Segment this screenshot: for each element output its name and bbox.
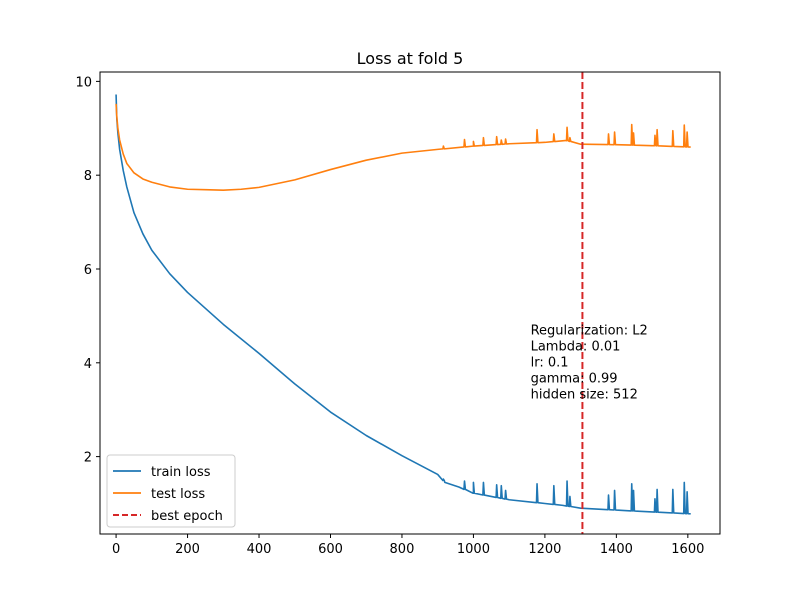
annotation-line: hidden size: 512 [531,388,638,403]
legend-label: train loss [151,465,211,480]
series-line-train-loss [115,94,691,515]
x-tick-label: 1400 [600,542,633,557]
legend: train loss test loss best epoch [106,454,236,528]
x-tick-label: 1200 [528,542,561,557]
y-axis: 2 4 6 8 10 [75,75,100,466]
plot-frame [99,71,721,535]
x-tick-label: 400 [247,542,272,557]
x-tick-label: 1600 [671,542,704,557]
series-line-test-loss [115,103,691,191]
x-tick-label: 0 [112,542,120,557]
x-axis: 0 200 400 600 800 1000 1200 1400 1600 [112,534,704,557]
annotation-line: lr: 0.1 [531,356,569,371]
x-tick-label: 800 [390,542,415,557]
plot-area [115,72,691,534]
legend-box [106,454,236,528]
x-tick-label: 600 [318,542,343,557]
y-tick-label: 8 [84,169,92,184]
annotation-line: gamma: 0.99 [531,372,618,387]
x-tick-label: 1000 [457,542,490,557]
annotation-line: Lambda: 0.01 [531,340,621,355]
chart-title: Loss at fold 5 [357,49,464,68]
y-tick-label: 4 [84,357,92,372]
annotation-line: Regularization: L2 [531,324,648,339]
legend-label: test loss [151,487,205,502]
x-tick-label: 200 [175,542,200,557]
y-tick-label: 10 [75,75,92,90]
y-tick-label: 2 [84,451,92,466]
y-tick-label: 6 [84,263,92,278]
legend-label: best epoch [151,509,223,524]
